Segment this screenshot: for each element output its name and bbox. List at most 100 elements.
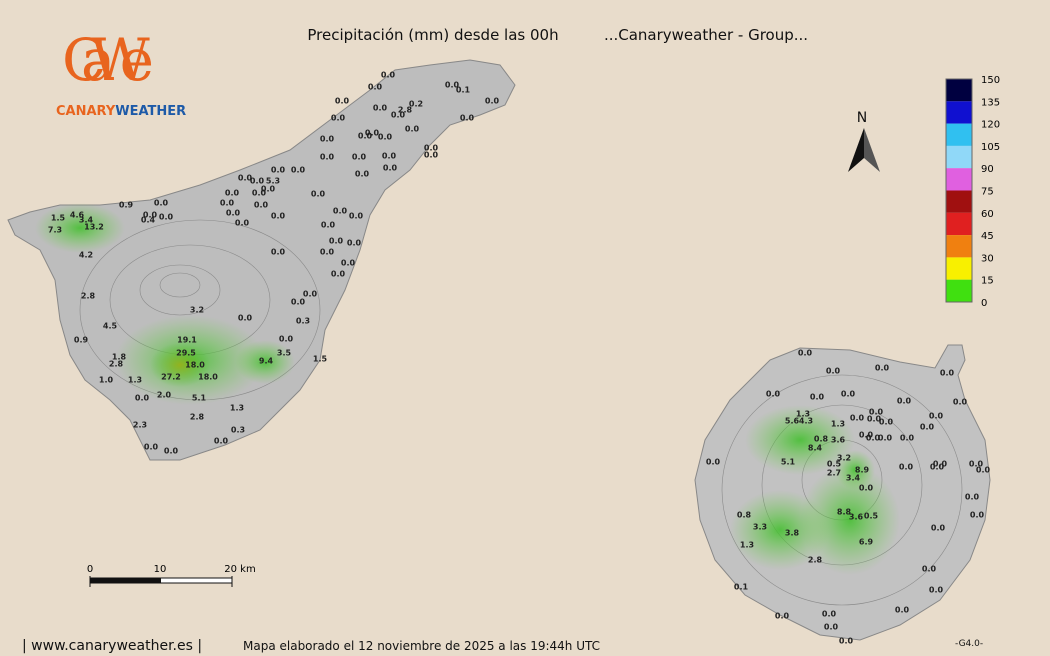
- station-value: 0.8: [814, 435, 829, 444]
- station-value: 0.0: [335, 97, 350, 106]
- legend-tick-label: 75: [981, 187, 994, 198]
- station-value: 1.3: [128, 376, 142, 385]
- station-value: 3.4: [79, 216, 94, 225]
- legend-tick-label: 150: [981, 75, 1000, 86]
- legend-tick-label: 135: [981, 97, 1000, 108]
- legend-tick-label: 45: [981, 231, 994, 242]
- station-value: 0.0: [445, 81, 460, 90]
- station-value: 0.0: [940, 369, 955, 378]
- legend-tick-label: 120: [981, 120, 1000, 131]
- station-value: 2.0: [157, 391, 172, 400]
- station-value: 0.0: [220, 199, 235, 208]
- station-value: 0.0: [930, 463, 945, 472]
- footer-site: | www.canaryweather.es |: [22, 638, 202, 654]
- station-value: 0.0: [333, 207, 348, 216]
- station-value: 0.0: [922, 565, 937, 574]
- station-value: 27.2: [161, 373, 181, 382]
- station-value: 0.0: [976, 466, 991, 475]
- station-value: 0.8: [737, 511, 752, 520]
- station-value: 0.0: [841, 390, 856, 399]
- scale-label: 0: [87, 564, 93, 575]
- station-value: 0.0: [933, 460, 948, 469]
- station-value: 0.0: [329, 237, 344, 246]
- rain-areas: [35, 203, 900, 575]
- station-value: 3.2: [190, 306, 204, 315]
- station-value: 7.3: [48, 226, 62, 235]
- station-value: 0.0: [929, 412, 944, 421]
- station-value: 3.3: [753, 523, 767, 532]
- station-value: 2.8: [808, 556, 823, 565]
- station-value: 0.0: [226, 209, 241, 218]
- station-value: 0.0: [238, 174, 253, 183]
- station-value: 1.8: [112, 353, 127, 362]
- station-value: 13.2: [84, 223, 104, 232]
- north-arrow: N: [848, 110, 880, 172]
- station-value: 0.0: [320, 135, 335, 144]
- station-value: 0.0: [424, 151, 439, 160]
- legend-tick-label: 30: [981, 253, 994, 264]
- station-value: 6.9: [859, 538, 874, 547]
- station-value: 18.0: [198, 373, 218, 382]
- station-value: 4.2: [79, 251, 93, 260]
- station-value: 0.4: [141, 216, 156, 225]
- station-value: 0.0: [953, 398, 968, 407]
- station-value: 0.0: [826, 367, 841, 376]
- station-value: 0.0: [850, 414, 865, 423]
- station-value: 0.0: [347, 239, 362, 248]
- station-value: 2.8: [109, 360, 124, 369]
- station-value: 0.0: [899, 463, 914, 472]
- station-value: 0.0: [331, 114, 346, 123]
- station-value: 0.0: [381, 71, 396, 80]
- logo-name: CANARYWEATHER: [56, 104, 186, 119]
- station-value: 3.8: [785, 529, 800, 538]
- legend-tick-label: 60: [981, 209, 994, 220]
- logo: CaWe CANARYWEATHER: [56, 26, 186, 119]
- station-value: 0.0: [271, 212, 286, 221]
- station-value: 1.5: [313, 355, 328, 364]
- station-value: 0.0: [291, 298, 306, 307]
- station-value: 0.0: [261, 185, 276, 194]
- station-value: 0.9: [119, 201, 134, 210]
- footer-made: Mapa elaborado el 12 noviembre de 2025 a…: [243, 639, 600, 653]
- station-value: 0.9: [74, 336, 89, 345]
- legend-tick-label: 105: [981, 142, 1000, 153]
- station-value: 0.0: [143, 211, 158, 220]
- station-value: 3.6: [849, 513, 864, 522]
- station-value: 8.8: [837, 508, 852, 517]
- station-value: 0.0: [341, 259, 356, 268]
- legend-swatch: [946, 79, 972, 102]
- legend-swatch: [946, 279, 972, 302]
- station-value: 0.0: [878, 434, 893, 443]
- north-label: N: [857, 110, 867, 126]
- station-value: 0.0: [900, 434, 915, 443]
- station-value: 0.0: [159, 213, 174, 222]
- station-value: 0.0: [225, 189, 240, 198]
- station-value: 0.0: [373, 104, 388, 113]
- station-value: 0.3: [231, 426, 245, 435]
- station-value: 2.8: [398, 106, 413, 115]
- station-value: 0.0: [271, 248, 286, 257]
- station-value: 0.0: [279, 335, 294, 344]
- station-value: 0.0: [798, 349, 813, 358]
- station-value: 0.0: [250, 177, 265, 186]
- legend-swatch: [946, 212, 972, 236]
- station-value: 5.1: [192, 394, 207, 403]
- station-value: 0.0: [875, 364, 890, 373]
- legend-swatch: [946, 123, 972, 146]
- logo-name-1: CANARY: [56, 104, 116, 119]
- legend-tick-label: 15: [981, 276, 994, 287]
- station-value: 0.0: [320, 248, 335, 257]
- legend-swatch: [946, 101, 972, 124]
- station-value: 1.3: [740, 541, 754, 550]
- station-value: 0.0: [154, 199, 169, 208]
- station-value: 0.0: [931, 524, 946, 533]
- legend-tick-label: 90: [981, 164, 994, 175]
- footer-version: -G4.0-: [955, 639, 983, 649]
- station-value: 3.6: [831, 436, 846, 445]
- station-value: 0.0: [391, 111, 406, 120]
- station-value: 0.0: [368, 83, 383, 92]
- station-value: 0.0: [810, 393, 825, 402]
- station-value: 0.0: [879, 418, 894, 427]
- scale-label: 20 km: [224, 564, 255, 575]
- station-value: 0.5: [827, 460, 842, 469]
